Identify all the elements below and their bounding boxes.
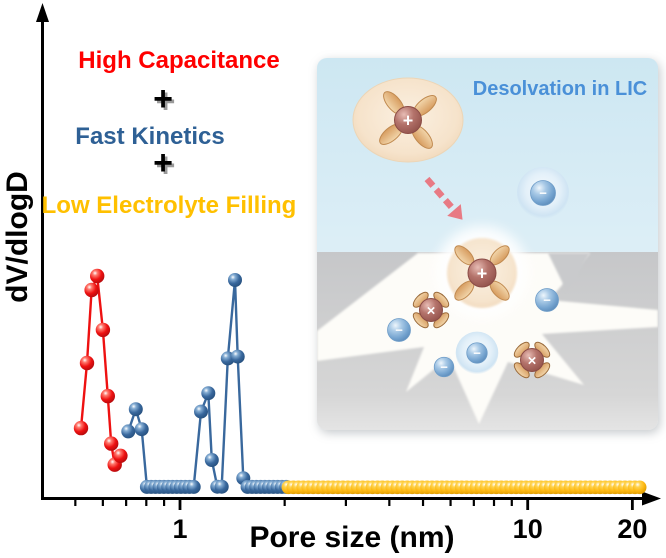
y-axis-title: dV/dlogD xyxy=(1,171,34,303)
anion-icon xyxy=(387,318,411,342)
cation-charge-label: + xyxy=(403,110,414,130)
data-point xyxy=(214,479,229,494)
series-line-micropores-high-capacitance xyxy=(79,275,122,468)
anion-charge-label: − xyxy=(543,293,551,308)
anion-icon xyxy=(530,180,556,206)
x-axis-title: Pore size (nm) xyxy=(249,521,454,554)
series-large-pores-low-electrolyte-filling xyxy=(281,480,647,495)
x-tick-label-20: 20 xyxy=(617,514,647,544)
data-point xyxy=(228,273,242,287)
x-axis-ticks: 1 10 20 xyxy=(74,498,647,544)
data-point xyxy=(230,349,245,364)
data-point xyxy=(100,388,116,404)
cation-core-icon xyxy=(394,106,422,134)
anion-shelled-icon: − xyxy=(517,167,569,219)
data-point xyxy=(204,453,219,467)
x-axis: 1 10 20 xyxy=(41,491,661,544)
data-point xyxy=(113,448,128,463)
desolvated-cation-icon: × xyxy=(412,291,450,329)
cation-charge-label: × xyxy=(528,352,537,369)
data-point xyxy=(90,268,105,284)
plus-sign-icon: + xyxy=(153,80,173,118)
data-point xyxy=(95,322,111,338)
anion-charge-label: − xyxy=(473,346,481,361)
anion-shelled-icon: − xyxy=(455,331,499,375)
data-point xyxy=(104,436,119,451)
desolvating-cation-icon: + xyxy=(447,238,517,308)
data-point xyxy=(632,480,647,495)
anion-icon xyxy=(466,342,488,364)
anion-charge-label: − xyxy=(395,323,403,338)
anion-icon xyxy=(535,288,559,312)
x-axis-arrowhead-icon xyxy=(642,491,661,506)
data-point xyxy=(134,422,149,437)
electrode-tip xyxy=(548,253,590,292)
cation-charge-label: + xyxy=(477,263,488,283)
series-micropores-high-capacitance xyxy=(73,268,128,472)
cation-charge-label: × xyxy=(427,302,436,319)
anion-icon: − xyxy=(433,356,455,378)
data-point xyxy=(121,424,136,439)
series-small-mesopores-fast-kinetics xyxy=(121,273,294,494)
x-tick-label-1: 1 xyxy=(172,514,187,544)
plus-sign-icon: + xyxy=(153,144,173,182)
data-point xyxy=(186,479,201,494)
y-axis xyxy=(36,3,49,499)
arrow-shaft-icon xyxy=(424,176,457,213)
annotation-high-capacitance: High Capacitance xyxy=(78,47,279,74)
data-point xyxy=(79,355,95,371)
x-tick-label-10: 10 xyxy=(513,514,543,544)
annotation-low-electrolyte-filling: Low Electrolyte Filling xyxy=(42,192,297,219)
inset-panel: + − + × − − − − × Desolvation in LIC xyxy=(317,58,658,430)
anion-icon: − xyxy=(387,318,411,342)
cation-core-icon xyxy=(419,298,443,322)
ion-illustrations: + − + × − − − − × xyxy=(352,77,569,379)
data-point xyxy=(194,404,208,419)
cation-core-icon xyxy=(520,348,544,372)
anion-icon: − xyxy=(535,288,559,312)
inset-title: Desolvation in LIC xyxy=(473,78,647,100)
plus-sign-shadow-icon: + xyxy=(156,83,176,121)
anion-charge-label: − xyxy=(539,186,547,201)
anion-charge-label: − xyxy=(440,360,448,375)
data-point xyxy=(84,282,99,298)
data-point xyxy=(201,386,216,401)
data-point xyxy=(128,402,143,417)
anion-icon xyxy=(433,356,455,378)
desolvated-cation-icon: × xyxy=(513,341,551,379)
arrowhead-icon xyxy=(447,204,463,220)
data-point xyxy=(73,420,89,436)
desolvation-arrow xyxy=(424,176,463,220)
cation-core-icon xyxy=(467,258,497,288)
data-series xyxy=(73,268,647,495)
plus-sign-shadow-icon: + xyxy=(156,147,176,185)
solvated-cation-icon: + xyxy=(352,77,464,163)
annotation-fast-kinetics: Fast Kinetics xyxy=(75,123,224,150)
y-axis-arrowhead-icon xyxy=(36,3,49,22)
